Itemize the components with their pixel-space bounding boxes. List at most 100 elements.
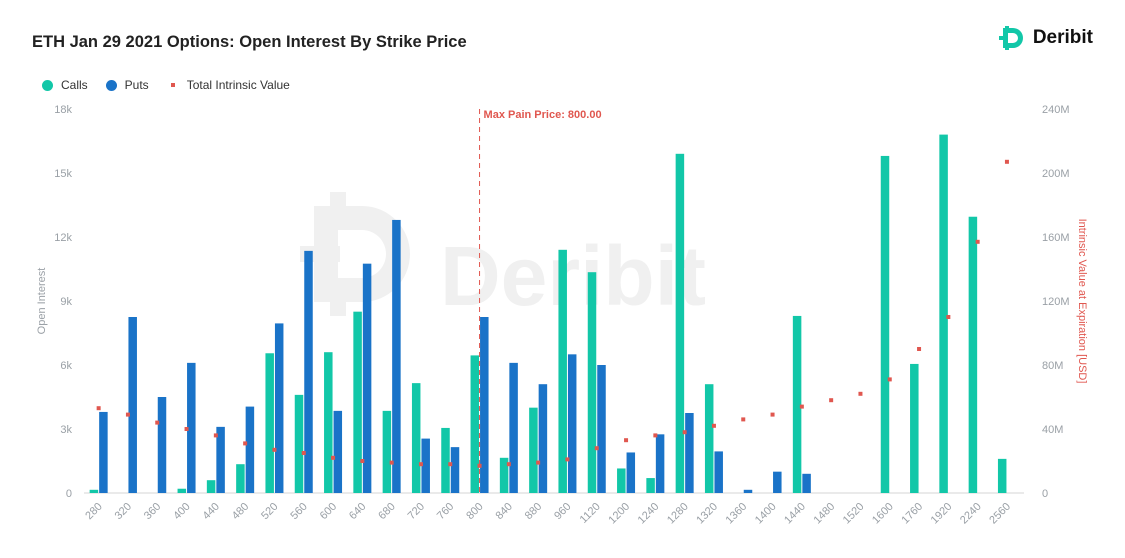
calls-bar [997, 458, 1007, 493]
intrinsic-point [477, 463, 482, 468]
puts-bar [450, 447, 460, 493]
y-left-axis: 0 3k 6k 9k 12k 15k 18k [54, 104, 72, 500]
intrinsic-point [624, 438, 629, 443]
chart-legend: Calls Puts Total Intrinsic Value [42, 78, 290, 92]
max-pain-annotation: Max Pain Price: 800.00 [479, 109, 602, 493]
x-tick-label: 1920 [929, 501, 955, 527]
x-tick-label: 600 [318, 501, 339, 522]
y-right-tick-label: 160M [1042, 232, 1070, 244]
puts-bar [421, 438, 430, 493]
puts-bar [685, 413, 694, 493]
calls-bar [968, 216, 978, 493]
intrinsic-point [184, 427, 189, 431]
intrinsic-point [770, 412, 775, 417]
intrinsic-point [96, 406, 101, 411]
calls-bar [206, 480, 216, 493]
x-tick-label: 1200 [606, 501, 632, 527]
y-left-tick-label: 15k [54, 168, 72, 180]
y-left-tick-label: 0 [66, 488, 72, 500]
intrinsic-point [565, 457, 570, 462]
watermark-text: Deribit [440, 229, 706, 323]
intrinsic-point [301, 451, 306, 455]
puts-bar [216, 426, 225, 493]
puts-bar [274, 323, 284, 493]
calls-bar [499, 457, 509, 493]
calls-bar [587, 272, 597, 493]
x-tick-label: 720 [406, 501, 427, 522]
intrinsic-point [858, 391, 863, 396]
x-tick-label: 1600 [870, 501, 896, 527]
x-tick-label: 1280 [665, 501, 691, 527]
x-tick-label: 1480 [811, 501, 837, 527]
watermark: Deribit [300, 192, 706, 323]
intrinsic-swatch [170, 83, 175, 87]
puts-bar [392, 219, 401, 493]
intrinsic-point [213, 433, 218, 438]
puts-bar [655, 434, 665, 493]
calls-bar [792, 315, 802, 493]
x-tick-label: 760 [435, 501, 456, 522]
puts-bar [304, 250, 313, 493]
calls-swatch [42, 79, 53, 91]
intrinsic-point [975, 239, 980, 244]
x-tick-label: 280 [83, 501, 104, 522]
x-tick-label: 1440 [782, 501, 808, 527]
intrinsic-point [536, 460, 541, 465]
calls-bar [411, 383, 421, 493]
chart-title: ETH Jan 29 2021 Options: Open Interest B… [32, 33, 467, 51]
calls-bar [558, 249, 567, 493]
legend-label-puts: Puts [124, 78, 149, 92]
x-tick-label: 2560 [987, 501, 1013, 527]
calls-bar [236, 464, 245, 493]
x-tick-label: 1400 [753, 501, 779, 527]
intrinsic-point [653, 433, 658, 438]
intrinsic-point [594, 446, 599, 451]
intrinsic-point [243, 441, 248, 446]
x-tick-label: 640 [347, 501, 368, 522]
puts-bar [128, 317, 137, 493]
x-tick-label: 520 [259, 501, 280, 522]
max-pain-label: Max Pain Price: 800.00 [484, 109, 602, 121]
calls-bar [177, 488, 187, 493]
x-tick-label: 1520 [841, 501, 867, 527]
intrinsic-point [155, 420, 160, 425]
calls-bar [382, 410, 392, 493]
intrinsic-point [506, 462, 511, 467]
puts-bar [802, 473, 811, 493]
y-right-title: Intrinsic Value at Expiration [USD] [1076, 219, 1088, 384]
puts-bar [597, 365, 606, 493]
y-left-title: Open Interest [36, 268, 48, 335]
legend-item-puts[interactable]: Puts [105, 78, 149, 92]
y-left-tick-label: 3k [60, 424, 72, 436]
puts-bar [743, 489, 753, 493]
calls-bar [939, 134, 948, 493]
intrinsic-point [272, 447, 277, 452]
deribit-logo-icon [998, 26, 1023, 50]
x-axis: 280 320 360 400 440 480 520 560 600 640 680 720 760 8… [83, 501, 1013, 527]
x-tick-label: 1320 [694, 501, 720, 527]
intrinsic-point [711, 423, 716, 428]
intrinsic-point [946, 315, 951, 319]
calls-bar [324, 352, 333, 493]
puts-bar [538, 384, 548, 493]
calls-bar [880, 155, 890, 493]
calls-bar [646, 478, 655, 493]
x-tick-label: 960 [552, 501, 573, 522]
legend-item-calls[interactable]: Calls [42, 78, 88, 92]
y-right-tick-label: 80M [1042, 360, 1063, 372]
intrinsic-point [887, 377, 892, 382]
calls-bar [470, 355, 480, 493]
intrinsic-point [741, 417, 746, 422]
puts-bar [626, 452, 636, 493]
intrinsic-point [829, 398, 834, 403]
x-tick-label: 480 [230, 501, 251, 522]
legend-item-intrinsic[interactable]: Total Intrinsic Value [167, 78, 290, 92]
intrinsic-point [389, 460, 394, 465]
puts-bar [509, 362, 518, 493]
calls-bar [529, 407, 538, 493]
calls-bar [294, 394, 304, 493]
x-tick-label: 320 [113, 501, 134, 522]
puts-bar [567, 354, 577, 493]
puts-bar [157, 397, 167, 493]
puts-swatch [105, 79, 117, 91]
